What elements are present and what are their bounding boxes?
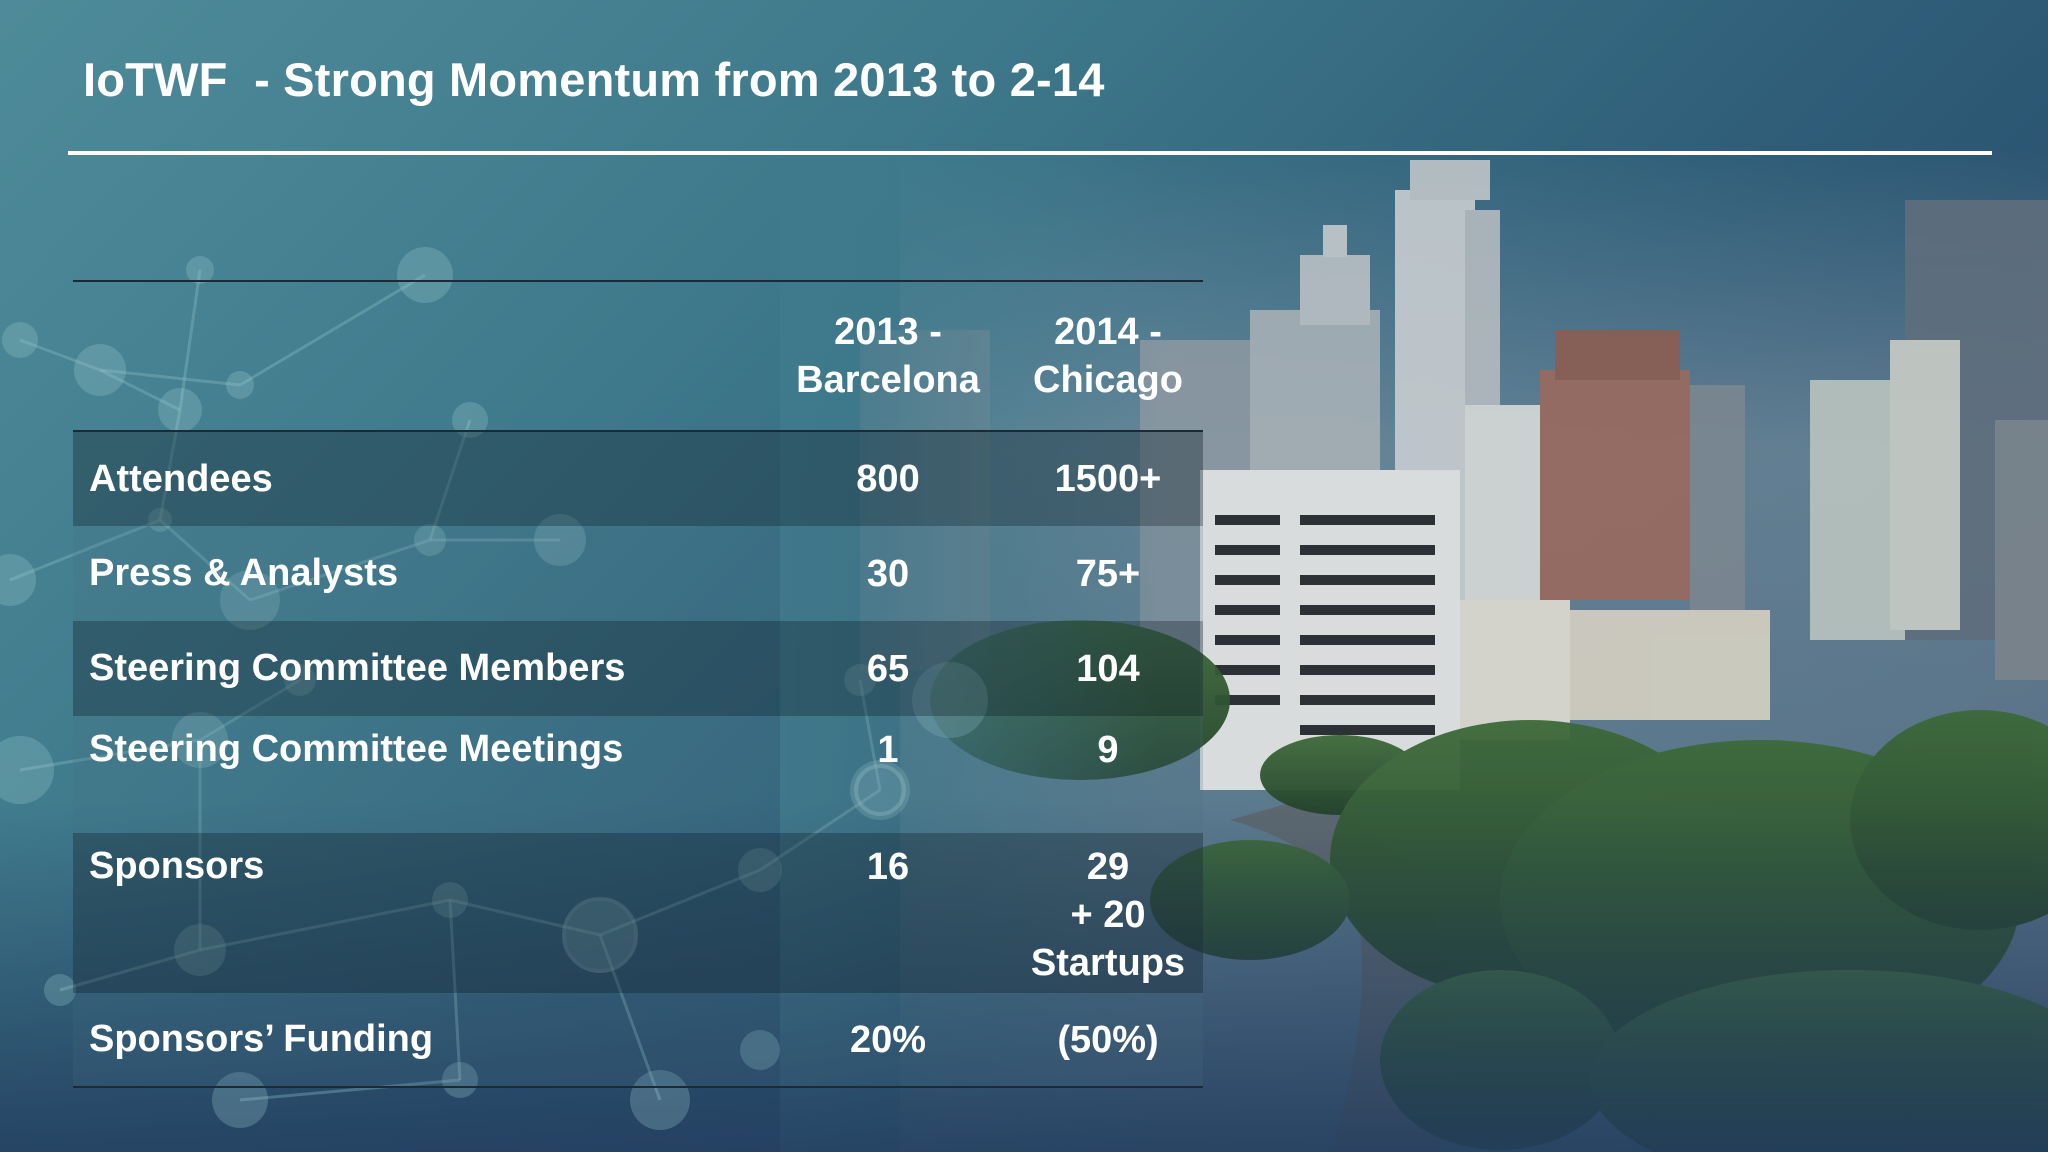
value-2014: 29 + 20 Startups [1030, 846, 1186, 984]
row-label: Steering Committee Members [89, 647, 626, 689]
table-header-row: 2013 - Barcelona 2014 - Chicago [73, 280, 1203, 432]
table-row: Sponsors 16 29 + 20 Startups [73, 833, 1203, 993]
row-label: Steering Committee Meetings [89, 728, 624, 770]
table-row: Press & Analysts 30 75+ [73, 526, 1203, 621]
value-2013: 16 [866, 846, 910, 888]
value-2013: 65 [866, 647, 910, 690]
momentum-table: 2013 - Barcelona 2014 - Chicago Attendee… [73, 280, 1203, 1088]
value-2014: 1500+ [1054, 458, 1162, 500]
value-2014: 104 [1076, 647, 1140, 690]
value-2013: 1 [877, 729, 899, 771]
row-label: Sponsors [89, 845, 265, 887]
table-row: Sponsors’ Funding 20% (50%) [73, 993, 1203, 1088]
row-label: Sponsors’ Funding [73, 993, 763, 1088]
value-2014: 9 [1097, 729, 1119, 771]
header-2014-chicago: 2014 - Chicago [1013, 280, 1203, 432]
value-2014: 75+ [1075, 552, 1141, 595]
table-row: Steering Committee Members 65 104 [73, 621, 1203, 716]
header-2013-barcelona: 2013 - Barcelona [763, 280, 1013, 432]
table-row: Steering Committee Meetings 1 9 [73, 716, 1203, 833]
value-2013: 20% [763, 993, 1013, 1088]
header-empty [73, 280, 763, 432]
row-label: Attendees [89, 457, 273, 500]
title-divider [68, 151, 1992, 155]
table-row: Attendees 800 1500+ [73, 431, 1203, 526]
value-2014: (50%) [1013, 993, 1203, 1088]
slide-title: IoTWF - Strong Momentum from 2013 to 2-1… [83, 53, 1105, 106]
row-label: Press & Analysts [89, 552, 399, 594]
value-2013: 30 [866, 552, 910, 595]
value-2013: 800 [856, 458, 920, 500]
